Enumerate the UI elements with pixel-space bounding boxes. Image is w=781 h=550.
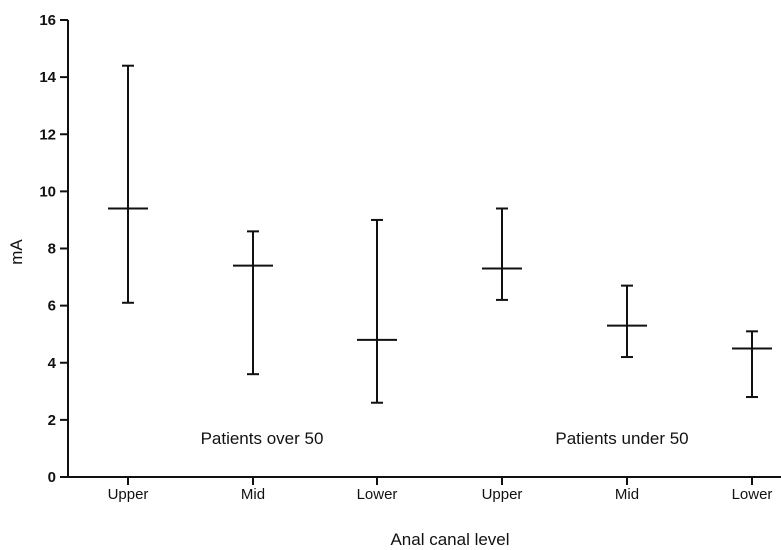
y-axis-title: mA xyxy=(7,239,26,265)
x-tick-label: Lower xyxy=(732,486,773,503)
error-bar xyxy=(233,230,273,376)
y-ticks: 0 2 4 6 8 10 12 14 16 xyxy=(39,12,68,486)
y-tick-label: 2 xyxy=(48,412,56,429)
y-tick-label: 16 xyxy=(39,12,56,29)
x-tick-label: Lower xyxy=(357,486,398,503)
error-bar xyxy=(607,284,647,359)
group-label: Patients under 50 xyxy=(555,429,688,448)
y-tick-label: 12 xyxy=(39,126,56,143)
group-labels: Patients over 50 Patients under 50 xyxy=(201,429,689,448)
y-tick-label: 4 xyxy=(48,355,57,372)
y-tick-label: 14 xyxy=(39,69,56,86)
x-axis-title: Anal canal level xyxy=(390,530,509,549)
x-tick-label: Upper xyxy=(108,486,149,503)
y-tick-label: 8 xyxy=(48,241,56,258)
error-bar xyxy=(732,330,772,399)
x-tick-label: Mid xyxy=(241,486,265,503)
error-bar xyxy=(357,218,397,404)
x-ticks: Upper Mid Lower Upper Mid Lower xyxy=(108,477,773,503)
x-tick-label: Upper xyxy=(482,486,523,503)
error-bar xyxy=(482,207,522,301)
error-bar xyxy=(108,64,148,304)
y-tick-label: 10 xyxy=(39,183,56,200)
x-tick-label: Mid xyxy=(615,486,639,503)
y-tick-label: 0 xyxy=(48,469,56,486)
y-tick-label: 6 xyxy=(48,298,56,315)
group-label: Patients over 50 xyxy=(201,429,324,448)
error-bars xyxy=(108,64,772,404)
